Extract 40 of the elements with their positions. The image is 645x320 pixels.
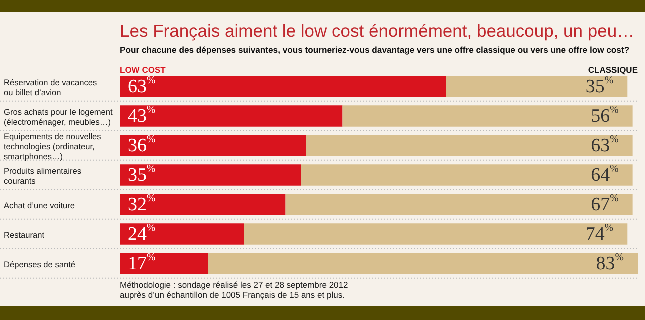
bar [244,224,628,245]
bar [120,194,286,216]
data-label: 64$^{%}$ [591,164,620,186]
data-label: 67$^{%}$ [591,194,620,216]
y-tick-label: Dépenses de santé [4,259,76,270]
y-tick-label: Produits alimentaires courants [4,166,82,186]
data-label: 63$^{%}$ [128,76,156,98]
bar [306,135,633,156]
series-label: CLASSIQUE [588,65,638,76]
data-label: 24$^{%}$ [128,223,156,246]
data-label: 83$^{%}$ [596,252,624,275]
bar [120,164,302,186]
data-label: 35$^{%}$ [128,164,156,186]
bar [120,135,306,156]
data-label: 17$^{%}$ [128,252,156,275]
y-tick-label: Achat d’une voiture [4,200,76,210]
y-tick-label: Gros achats pour le logement (électroménager, meubles…) [4,106,114,127]
bar [342,106,633,127]
chart-subtitle: Pour chacune des dépenses suivantes, vous tourneriez-vous davantage vers une offre classique ou vers une offre low cost? [120,45,630,55]
data-label: 43$^{%}$ [128,105,156,128]
y-tick-label: Réservation de vacances ou billet d’avion [4,77,98,98]
bar [301,164,633,186]
data-label: 36$^{%}$ [128,134,156,157]
bar [208,253,638,274]
bar [120,224,244,245]
data-label: 74$^{%}$ [586,223,614,246]
bar [120,106,343,127]
y-tick-label: Equipements de nouvelles technologies (ordinateur, smartphones…) [4,131,102,162]
data-label: 56$^{%}$ [591,105,620,128]
data-label: 32$^{%}$ [128,194,156,216]
bar [120,76,446,98]
bar [286,194,633,216]
chart-title: Les Français aiment le low cost énormément, beaucoup, un peu… [120,21,635,41]
bar [120,253,208,274]
y-tick-label: Restaurant [4,230,46,240]
bar [446,76,628,98]
text: Méthodologie : sondage réalisé les 27 et 28 septembre 2012 auprès d’un échantillon de 1005 Français de 15 ans et plus. [120,280,349,300]
data-label: 63$^{%}$ [591,134,620,157]
series-label: LOW COST [120,65,167,76]
data-label: 35$^{%}$ [586,76,614,98]
